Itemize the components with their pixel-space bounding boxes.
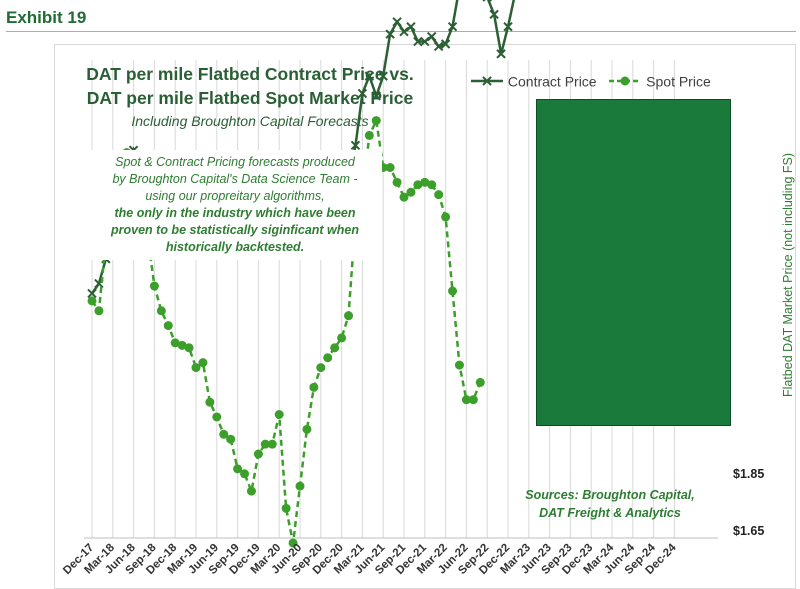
legend-contract-label: Contract Price [507,73,597,90]
spot-price-point [156,306,166,316]
spot-price-point [427,180,437,190]
spot-price-point [219,429,229,439]
spot-price-point [246,486,256,496]
spot-price-point [226,434,236,444]
chart-title-line1: DAT per mile Flatbed Contract Price vs. [86,64,414,84]
spot-price-point [87,296,97,306]
spot-price-point [198,358,208,368]
y-axis-title: Flatbed DAT Market Price (not including … [778,110,798,440]
spot-price-point [420,177,430,187]
spot-price-point [385,163,395,172]
spot-price-point [233,464,243,474]
contract-price-point [420,36,430,47]
contract-price-point [357,88,368,99]
exhibit-rule [6,31,796,32]
note-line1: Spot & Contract Pricing forecasts produc… [115,155,355,169]
y-tick-label-1: $1.85 [733,467,765,481]
contract-price-point [364,71,375,81]
spot-price-point [212,412,222,422]
spot-price-point [267,439,277,449]
forecast-note: Spot & Contract Pricing forecasts produc… [88,150,382,260]
x-tick-labels: Dec-17Mar-18Jun-18Sep-18Dec-18Mar-19Jun-… [61,541,679,577]
note-line2: by Broughton Capital's Data Science Team… [112,172,358,186]
spot-price-point [316,363,326,373]
contract-price-point [413,36,423,47]
contract-price-point [378,71,388,81]
spot-price-point [274,410,284,419]
spot-price-point [392,177,402,187]
spot-price-point [288,538,298,548]
spot-price-point [184,343,194,353]
spot-price-point [281,503,291,513]
sources-note: Sources: Broughton Capital, DAT Freight … [505,486,715,522]
forecast-cover-box [536,99,731,426]
note-line4: the only in the industry which have been [114,206,356,220]
contract-price-point [399,26,409,37]
spot-price-point [337,333,347,343]
spot-price-point [441,212,451,222]
spot-price-point [302,424,312,434]
spot-price-point [170,338,180,348]
contract-price-point [371,91,381,101]
contract-price-point [496,49,506,59]
y-axis-title-text: Flatbed DAT Market Price (not including … [781,152,795,398]
spot-price-point [330,343,340,353]
spot-price-point [413,180,423,190]
spot-price-point [371,116,381,126]
spot-price-point [448,286,458,296]
spot-price-point [344,311,354,321]
spot-price-point [94,306,104,316]
spot-price-point [454,360,464,370]
chart-title-line2: DAT per mile Flatbed Spot Market Price [86,88,414,108]
contract-price-point [406,22,416,32]
note-line3: using our propreitary algorithms, [145,189,325,203]
spot-price-point [205,397,215,407]
spot-price-point [434,190,444,200]
contract-price-point [87,288,97,299]
spot-price-point [177,340,187,350]
spot-price-point [163,321,173,331]
contract-price-point [433,41,444,52]
spot-price-point [461,395,471,405]
sources-line2: DAT Freight & Analytics [539,506,681,520]
chart-legend: Contract Price Spot Price [470,72,711,89]
spot-price-point [295,481,305,491]
spot-price-point [399,192,409,202]
legend-contract-swatch [471,76,503,87]
sources-line1: Sources: Broughton Capital, [525,488,695,502]
contract-price-point [489,9,499,20]
exhibit-title: Exhibit 19 [6,8,87,27]
spot-price-point [475,377,485,387]
y-tick-label-2: $1.65 [733,524,765,538]
contract-price-point [503,22,513,32]
contract-price-point [440,39,451,49]
spot-price-point [364,130,374,140]
spot-price-point [260,439,270,449]
spot-price-point [240,469,250,479]
spot-price-point [253,449,263,459]
spot-price-point [149,281,159,291]
contract-price-point [427,31,437,42]
spot-price-point [406,187,416,197]
note-line5: proven to be statistically siginficant w… [111,223,359,237]
spot-price-point [309,382,319,392]
spot-price-point [323,353,333,363]
contract-price-point [392,17,402,27]
contract-price-point [447,22,458,32]
spot-price-point [468,395,478,405]
chart-subtitle: Including Broughton Capital Forecasts [131,113,369,129]
legend-spot-swatch [609,76,642,86]
contract-price-point [385,29,395,39]
note-line6: historically backtested. [165,240,305,254]
spot-price-point [191,363,201,373]
legend-spot-label: Spot Price [646,73,711,90]
chart-title-block: DAT per mile Flatbed Contract Price vs. … [60,62,440,132]
contract-price-point [350,140,361,150]
